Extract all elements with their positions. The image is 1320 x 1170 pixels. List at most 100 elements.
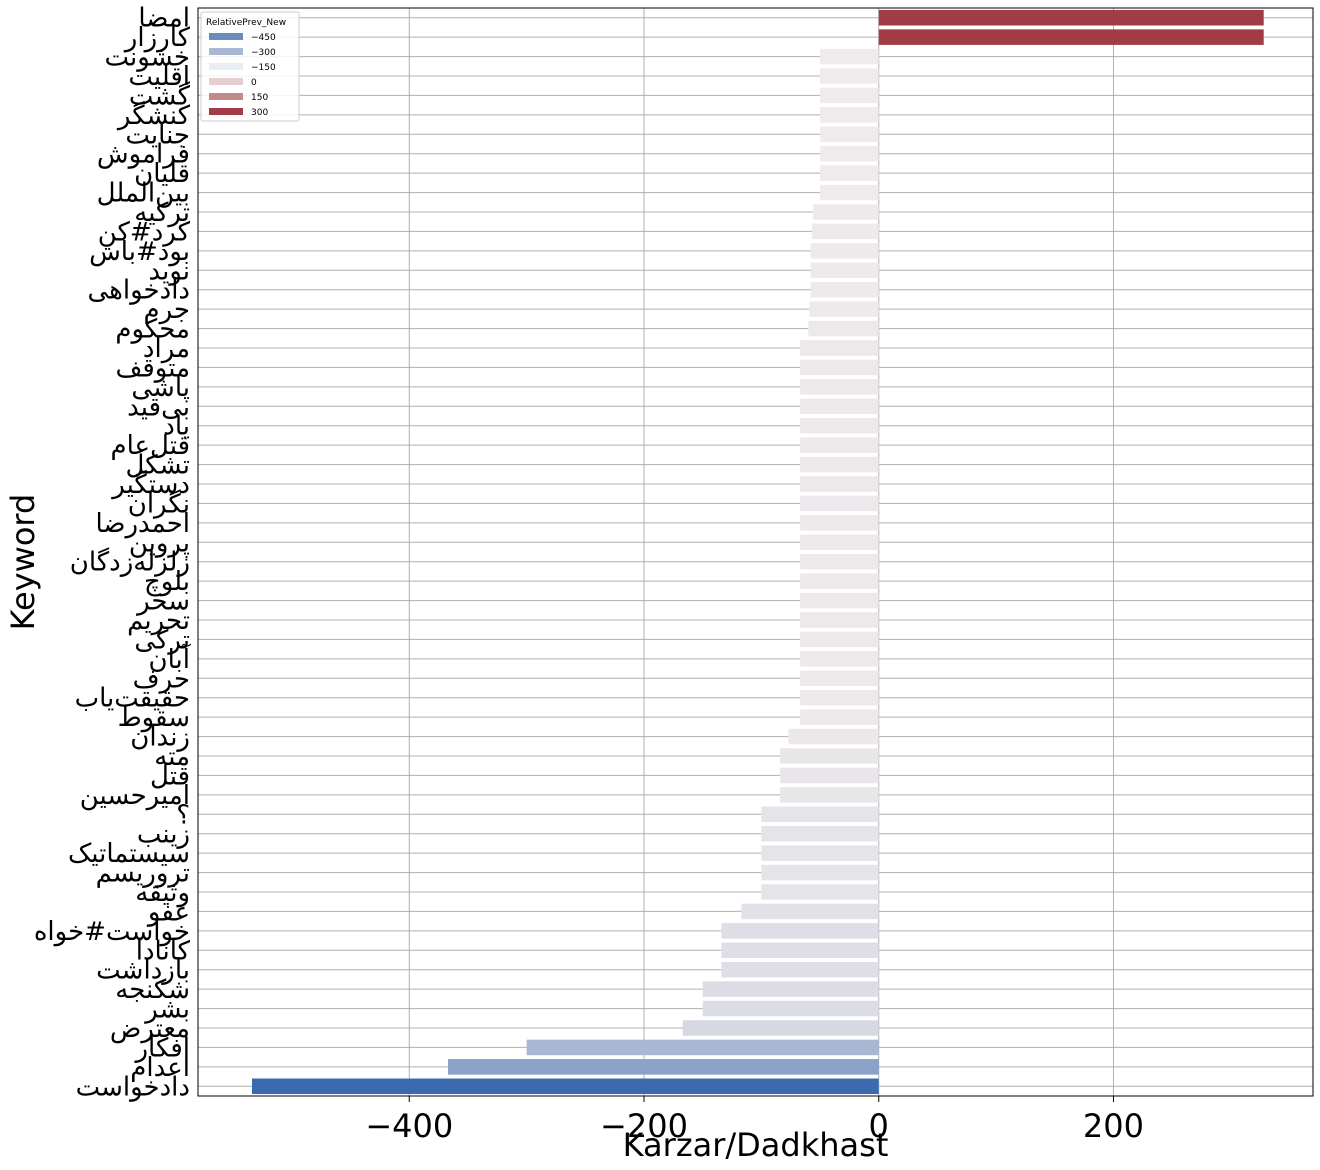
bar [800, 689, 879, 706]
category-tick-label: حقیقت‌یاب [75, 684, 190, 714]
category-tick-label: زندان [130, 723, 190, 753]
category-tick-label: جنایت [125, 120, 190, 150]
x-tick-label: −400 [365, 1107, 453, 1145]
bar [800, 456, 879, 473]
category-tick-label: دستگیر [110, 469, 190, 500]
bar [820, 184, 879, 201]
grid-lines [198, 8, 1313, 1096]
legend-swatch [209, 63, 243, 70]
bar [810, 262, 879, 279]
bar [878, 29, 1264, 45]
category-tick-label: معترض [110, 1014, 190, 1044]
category-tick-label: محکوم [115, 315, 190, 345]
bar [820, 107, 879, 123]
bar [800, 651, 879, 667]
category-tick-label: کنشگر [116, 100, 191, 131]
category-tick-label: دادخواست [76, 1072, 190, 1102]
bar [788, 728, 879, 745]
bar [702, 1000, 879, 1017]
category-tick-label: جرم [143, 295, 190, 325]
category-tick-label: پروین [129, 528, 190, 558]
category-tick-label: سقوط [118, 703, 190, 733]
bar [800, 359, 879, 376]
category-tick-label: خواست#خواه [34, 917, 190, 947]
bar [800, 612, 879, 628]
bar [761, 845, 879, 861]
legend-title: RelativePrev_New [206, 18, 286, 28]
category-tick-label: دادخواهی [88, 276, 191, 306]
category-tick-label: تشکل [126, 451, 190, 481]
bar [741, 903, 879, 920]
category-tick-label: قلیان [134, 159, 190, 189]
category-tick-label: عفو [146, 897, 190, 927]
bar [800, 417, 879, 434]
category-tick-label: تحریم [127, 606, 190, 636]
category-tick-label: فراموش [97, 140, 190, 170]
bar [780, 787, 879, 803]
bar [761, 864, 879, 881]
x-tick-label: 0 [869, 1107, 889, 1145]
legend-entries: −450 −300 −150 0 150 300 [209, 33, 276, 118]
bar [761, 825, 879, 842]
category-tick-label: بین‌الملل [97, 179, 190, 209]
category-tick-label: قتل‌عام [111, 431, 191, 461]
bar [820, 48, 879, 65]
category-tick-label: کرد#کن [98, 217, 191, 247]
category-tick-label: حرف [133, 664, 190, 694]
y-axis-label: Keyword [4, 494, 42, 631]
legend-swatch [209, 93, 243, 100]
bar [780, 748, 879, 764]
x-ticks: −400 −200 0 200 [365, 1096, 1144, 1145]
x-tick-label: −200 [600, 1107, 688, 1145]
category-tick-label: ترکیه [134, 198, 190, 228]
bar [820, 126, 879, 143]
bar [526, 1039, 879, 1056]
bar [721, 942, 879, 959]
legend-label: 300 [251, 108, 268, 118]
category-tick-label: تروریسم [96, 859, 190, 889]
legend-label: −450 [251, 33, 276, 43]
category-tick-label: نوید [148, 256, 190, 286]
bar [682, 1020, 879, 1036]
category-tick-label: آبان [149, 643, 192, 675]
bar [780, 767, 879, 784]
category-tick-label: بود#باش [89, 237, 190, 267]
bar [447, 1059, 879, 1075]
bar [800, 670, 879, 687]
bar [810, 243, 879, 259]
legend-swatch [209, 108, 243, 115]
bar [800, 709, 879, 725]
bar [800, 534, 879, 551]
category-tick-label: مته [154, 742, 190, 772]
category-tick-label: خشونت [105, 43, 190, 73]
bar [810, 281, 879, 298]
category-tick-label: بازداشت [96, 956, 190, 986]
category-tick-label: احمدرضا [95, 509, 190, 539]
category-tick-label: مراد [143, 334, 190, 364]
legend-swatch [209, 78, 243, 85]
category-tick-label: کارزار [123, 23, 191, 53]
legend-label: 0 [251, 78, 257, 88]
bar [702, 981, 879, 997]
category-tick-label: امضا [138, 4, 190, 34]
bar [251, 1078, 879, 1095]
bar [761, 806, 879, 823]
category-tick-label: افکار [134, 1033, 191, 1063]
category-tick-label: زلزله‌زدگان [70, 547, 190, 578]
category-tick-label: کانادا [136, 936, 191, 966]
bar [820, 145, 879, 162]
bar [820, 165, 879, 181]
x-axis-label: Karzar/Dadkhast [623, 1126, 889, 1164]
bar [800, 398, 879, 415]
bar [800, 437, 879, 453]
category-tick-label: اقلیت [128, 62, 190, 92]
category-tick-label: ترکی [134, 625, 190, 655]
category-tick-label: اعدام [130, 1053, 190, 1083]
bar [721, 961, 879, 978]
bar [721, 923, 879, 939]
bars-group [251, 9, 1264, 1095]
bar [800, 592, 879, 609]
bar [809, 301, 879, 317]
category-tick-label: شکنجه [115, 975, 190, 1005]
